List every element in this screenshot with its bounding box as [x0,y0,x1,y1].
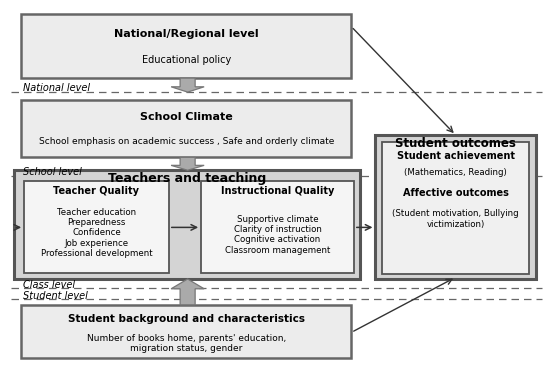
Text: Affective outcomes: Affective outcomes [403,188,508,198]
Text: National level: National level [23,83,90,93]
Text: Student achievement: Student achievement [397,151,515,161]
FancyArrow shape [171,157,204,170]
Text: National/Regional level: National/Regional level [114,29,258,39]
Text: School Climate: School Climate [140,112,233,122]
Bar [383,141,529,274]
Text: Instructional Quality: Instructional Quality [221,185,334,195]
Text: Teachers and teaching: Teachers and teaching [108,172,267,185]
Bar [21,100,351,157]
Bar [14,170,360,279]
Text: School level: School level [23,167,82,177]
Bar [201,181,354,273]
Text: Supportive climate
Clarity of instruction
Cognitive activation
Classroom managem: Supportive climate Clarity of instructio… [225,215,330,255]
Bar [21,14,351,78]
Text: Teacher education
Preparedness
Confidence
Job experience
Professional developmen: Teacher education Preparedness Confidenc… [41,208,152,258]
Text: Teacher Quality: Teacher Quality [53,185,140,195]
Bar [21,305,351,358]
Text: Student level: Student level [23,291,88,301]
Text: (Mathematics, Reading): (Mathematics, Reading) [404,168,507,177]
FancyArrow shape [171,78,204,92]
Text: Educational policy: Educational policy [142,55,231,65]
Bar [376,135,536,279]
FancyArrow shape [171,279,204,305]
Text: Student outcomes: Student outcomes [395,137,516,150]
Text: (Student motivation, Bullying
victimization): (Student motivation, Bullying victimizat… [392,209,519,229]
Text: Class level: Class level [23,280,75,290]
Text: Student background and characteristics: Student background and characteristics [68,314,305,324]
Text: Number of books home, parents' education,
migration status, gender: Number of books home, parents' education… [87,334,286,353]
Bar [24,181,169,273]
Text: School emphasis on academic success , Safe and orderly climate: School emphasis on academic success , Sa… [39,137,334,146]
